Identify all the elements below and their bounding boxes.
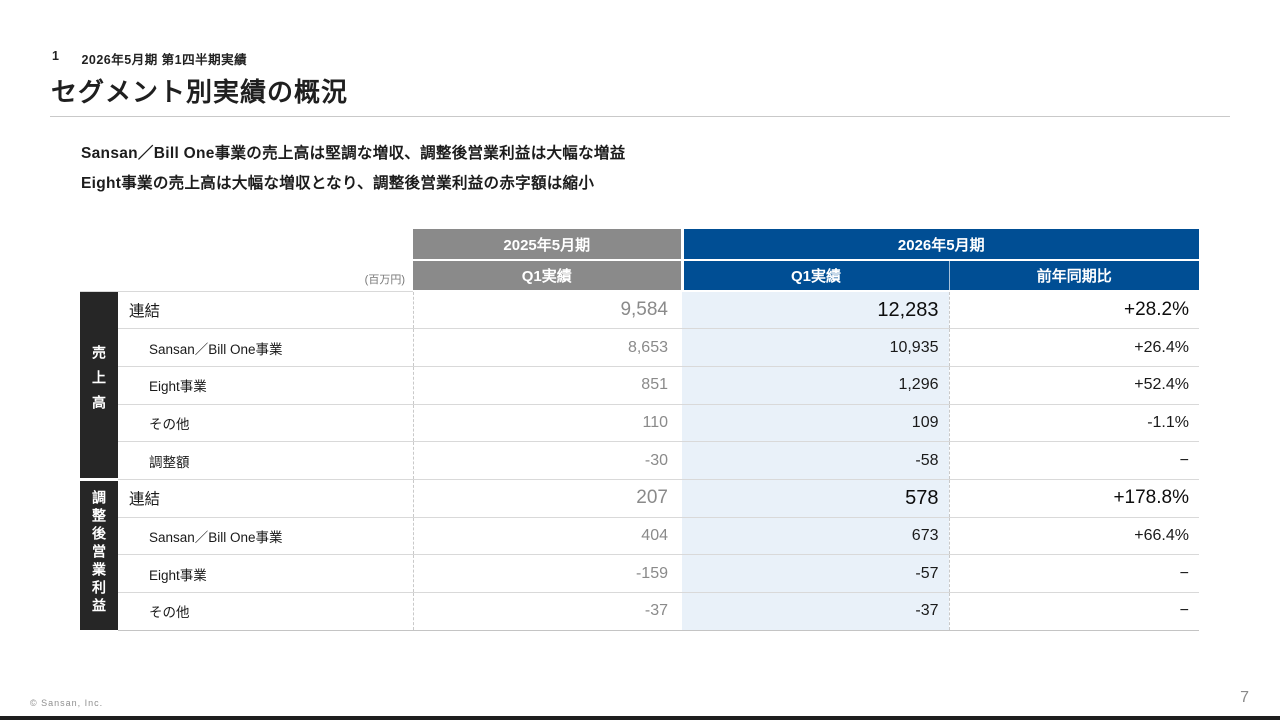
cell-prev-q1: 851: [413, 365, 682, 405]
row-label: その他: [118, 592, 414, 631]
header-row-fiscal-year: 2025年5月期 2026年5月期: [80, 229, 1199, 261]
table-row-sales-eight: Eight事業 851 1,296 +52.4%: [80, 365, 1199, 405]
header-q1-2026: Q1実績: [680, 260, 949, 292]
cell-curr-q1: 109: [682, 403, 949, 442]
table-row-adjop-eight: Eight事業 -159 -57 −: [80, 554, 1199, 593]
header-q1-2025: Q1実績: [413, 260, 682, 292]
cell-prev-q1: 9,584: [413, 290, 682, 329]
kicker-number: 1: [52, 49, 60, 63]
row-group-sales: 売上高: [80, 290, 118, 480]
cell-curr-q1: 10,935: [682, 328, 949, 367]
table-row-adjop-consolidated: 調整後営業利益 連結 207 578 +178.8%: [80, 477, 1199, 631]
lead-summary: Sansan／Bill One事業の売上高は堅調な増収、調整後営業利益は大幅な増…: [81, 139, 626, 199]
row-label: 連結: [118, 290, 414, 329]
cell-prev-q1: 110: [413, 403, 682, 442]
row-label: Sansan／Bill One事業: [118, 328, 414, 367]
cell-prev-q1: -30: [413, 441, 682, 480]
page-number: 7: [1240, 689, 1249, 706]
cell-yoy: −: [948, 554, 1199, 593]
cell-prev-q1: 404: [413, 516, 682, 555]
header-yoy: 前年同期比: [948, 260, 1199, 292]
header-row-columns: (百万円) Q1実績 Q1実績 前年同期比: [80, 260, 1199, 292]
cell-curr-q1: -37: [682, 592, 949, 631]
cell-curr-q1: 578: [682, 478, 949, 518]
row-label: 連結: [118, 478, 414, 518]
cell-yoy: -1.1%: [948, 403, 1199, 442]
table-row-sales-other: その他 110 109 -1.1%: [80, 403, 1199, 442]
row-label: 調整額: [118, 441, 414, 480]
title-divider: [50, 116, 1230, 117]
kicker-text: 2026年5月期 第1四半期実績: [81, 53, 248, 67]
cell-curr-q1: -58: [682, 441, 949, 480]
cell-curr-q1: -57: [682, 554, 949, 593]
table-row-adjop-sansan-billone: Sansan／Bill One事業 404 673 +66.4%: [80, 516, 1199, 555]
section-kicker: 1 2026年5月期 第1四半期実績: [52, 49, 247, 68]
cell-curr-q1: 12,283: [682, 290, 949, 329]
footer-copyright: © Sansan, Inc.: [30, 698, 104, 708]
table-row-sales-sansan-billone: Sansan／Bill One事業 8,653 10,935 +26.4%: [80, 328, 1199, 367]
cell-yoy: +28.2%: [948, 290, 1199, 329]
table-row-sales-adjustment: 調整額 -30 -58 −: [80, 441, 1199, 480]
row-label: その他: [118, 403, 414, 442]
cell-curr-q1: 1,296: [682, 365, 949, 405]
row-label: Eight事業: [118, 554, 414, 593]
cell-prev-q1: 207: [413, 478, 682, 518]
cell-yoy: −: [948, 592, 1199, 631]
cell-prev-q1: -159: [413, 554, 682, 593]
header-fy2025: 2025年5月期: [413, 229, 682, 261]
row-group-adjusted-operating-profit-label: 調整後営業利益: [91, 490, 107, 617]
cell-prev-q1: 8,653: [413, 328, 682, 367]
cell-yoy: +52.4%: [948, 365, 1199, 405]
page-title: セグメント別実績の概況: [51, 77, 349, 107]
table-row-sales-consolidated: 売上高 連結 9,584 12,283 +28.2%: [80, 290, 1199, 480]
cell-prev-q1: -37: [413, 592, 682, 631]
unit-note-cell: (百万円): [80, 260, 413, 291]
cell-yoy: +178.8%: [948, 478, 1199, 518]
cell-yoy: +26.4%: [948, 328, 1199, 367]
cell-curr-q1: 673: [682, 516, 949, 555]
row-label: Eight事業: [118, 365, 414, 405]
segment-results-table: 2025年5月期 2026年5月期 (百万円) Q1実績 Q1実績 前年同期比 …: [80, 229, 1199, 631]
row-label: Sansan／Bill One事業: [118, 516, 414, 555]
table-row-adjop-other: その他 -37 -37 −: [80, 592, 1199, 631]
header-corner: [80, 229, 413, 260]
cell-yoy: −: [948, 441, 1199, 480]
lead-line-1: Sansan／Bill One事業の売上高は堅調な増収、調整後営業利益は大幅な増…: [81, 145, 626, 162]
row-group-adjusted-operating-profit: 調整後営業利益: [80, 477, 118, 631]
unit-note: (百万円): [364, 273, 405, 286]
row-group-sales-label: 売上高: [91, 344, 107, 420]
header-fy2026: 2026年5月期: [680, 229, 1199, 261]
cell-yoy: +66.4%: [948, 516, 1199, 555]
bottom-edge-bar: [0, 716, 1280, 720]
lead-line-2: Eight事業の売上高は大幅な増収となり、調整後営業利益の赤字額は縮小: [81, 175, 595, 192]
